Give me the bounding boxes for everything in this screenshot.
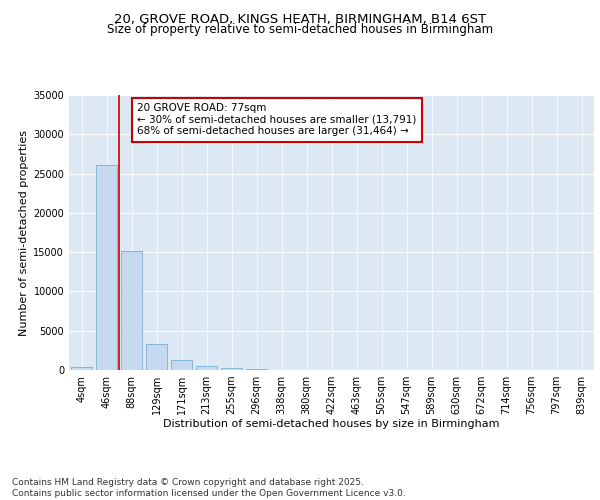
Bar [121,250,142,370]
Text: 20, GROVE ROAD, KINGS HEATH, BIRMINGHAM, B14 6ST: 20, GROVE ROAD, KINGS HEATH, BIRMINGHAM,… [114,12,486,26]
Bar [221,368,242,370]
Bar [146,344,167,370]
Text: 20 GROVE ROAD: 77sqm
← 30% of semi-detached houses are smaller (13,791)
68% of s: 20 GROVE ROAD: 77sqm ← 30% of semi-detac… [137,104,416,136]
Bar [71,367,92,370]
Bar [96,165,117,370]
X-axis label: Distribution of semi-detached houses by size in Birmingham: Distribution of semi-detached houses by … [163,418,500,428]
Text: Size of property relative to semi-detached houses in Birmingham: Size of property relative to semi-detach… [107,22,493,36]
Bar [171,360,192,370]
Text: Contains HM Land Registry data © Crown copyright and database right 2025.
Contai: Contains HM Land Registry data © Crown c… [12,478,406,498]
Y-axis label: Number of semi-detached properties: Number of semi-detached properties [19,130,29,336]
Bar [196,366,217,370]
